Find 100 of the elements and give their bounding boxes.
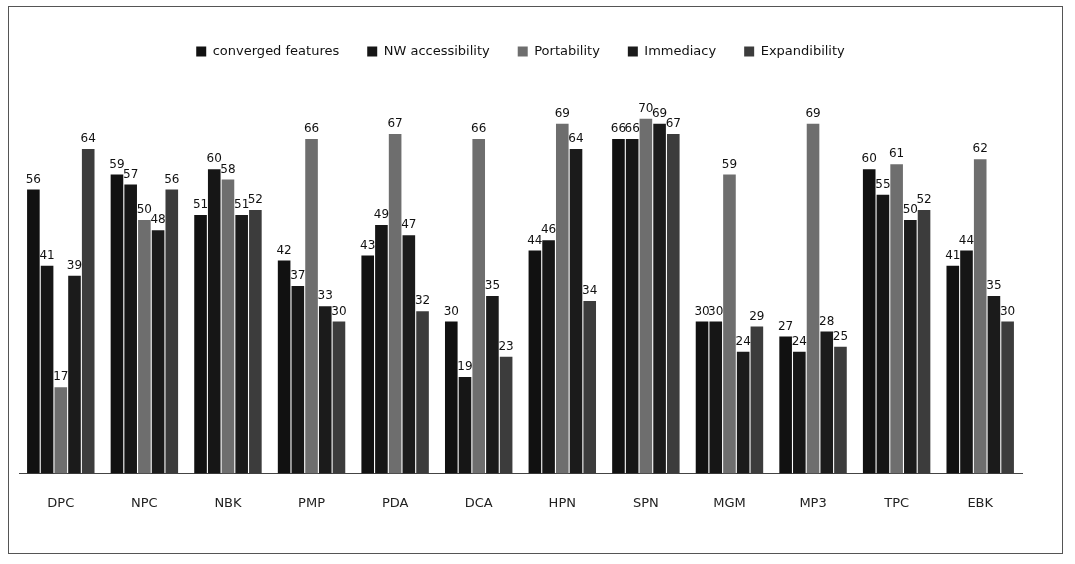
data-label: 62	[972, 141, 988, 156]
bar	[653, 123, 666, 474]
bar	[472, 138, 486, 474]
data-label: 44	[527, 232, 543, 247]
legend-label: Immediacy	[644, 42, 717, 58]
data-label: 39	[66, 257, 83, 272]
data-label: 35	[484, 278, 501, 293]
bar	[486, 296, 499, 474]
bar	[555, 123, 569, 474]
x-tick-label: NBK	[214, 494, 243, 510]
x-tick-label: NPC	[131, 494, 158, 510]
data-label: 35	[986, 278, 1002, 293]
bar	[820, 331, 834, 474]
data-label: 51	[192, 197, 209, 212]
data-label: 70	[638, 100, 654, 115]
data-label: 59	[109, 156, 125, 171]
bar	[221, 179, 235, 474]
legend-label: NW accessibility	[383, 42, 491, 58]
bar	[54, 387, 68, 474]
data-label: 64	[80, 131, 96, 146]
data-label: 43	[360, 237, 376, 252]
x-tick-label: PMP	[298, 494, 326, 510]
data-label: 44	[958, 232, 975, 247]
data-label: 19	[457, 359, 473, 374]
bar	[305, 138, 318, 474]
data-label: 23	[498, 338, 514, 353]
data-label: 30	[999, 303, 1016, 318]
data-label: 28	[819, 313, 835, 328]
bar	[890, 164, 903, 474]
data-label: 24	[791, 333, 807, 348]
legend-label: Portability	[534, 42, 601, 58]
data-label: 32	[414, 293, 431, 308]
data-label: 47	[401, 217, 417, 232]
data-label: 59	[721, 156, 738, 171]
bar	[68, 275, 81, 474]
data-label: 69	[805, 105, 821, 120]
x-tick-label: MP3	[799, 494, 827, 510]
data-label: 52	[247, 192, 264, 207]
data-label: 41	[39, 247, 55, 262]
data-label: 17	[53, 369, 69, 384]
data-label: 49	[373, 207, 390, 222]
x-tick-label: PDA	[381, 494, 409, 510]
x-tick-label: SPN	[632, 494, 659, 510]
x-tick-label: DCA	[464, 494, 493, 510]
x-tick-label: MGM	[713, 494, 746, 510]
data-label: 57	[123, 166, 139, 181]
bar	[151, 230, 165, 474]
data-label: 69	[554, 105, 570, 120]
bar	[388, 133, 402, 474]
data-label: 66	[624, 121, 640, 136]
x-tick-label: DPC	[47, 494, 75, 510]
x-tick-label: HPN	[548, 494, 576, 510]
bar	[291, 285, 305, 474]
data-label: 58	[220, 161, 236, 176]
data-label: 30	[708, 303, 724, 318]
data-label: 27	[777, 318, 794, 333]
bar	[235, 214, 248, 474]
bar	[318, 306, 332, 474]
x-tick-label: EBK	[967, 494, 994, 510]
bar	[138, 220, 151, 474]
data-label: 56	[25, 171, 42, 186]
data-label: 55	[875, 176, 891, 191]
data-label: 37	[290, 268, 306, 283]
bar	[904, 220, 917, 474]
data-label: 30	[331, 303, 347, 318]
data-label: 29	[749, 308, 765, 323]
data-label: 52	[916, 192, 932, 207]
bar	[723, 174, 736, 474]
data-label: 60	[206, 151, 222, 166]
bar	[736, 351, 750, 474]
bar	[277, 260, 291, 474]
data-label: 66	[303, 121, 320, 136]
data-label: 42	[276, 242, 292, 257]
bar	[402, 235, 416, 474]
data-label: 66	[471, 121, 487, 136]
data-label: 48	[150, 212, 166, 227]
data-label: 51	[234, 197, 250, 212]
bar	[806, 123, 820, 474]
data-label: 30	[694, 303, 710, 318]
data-label: 56	[164, 171, 180, 186]
data-label: 66	[610, 121, 627, 136]
data-label: 24	[735, 333, 751, 348]
bar	[987, 296, 1001, 474]
bar	[569, 149, 583, 474]
legend-label: converged features	[212, 42, 340, 58]
data-label: 30	[443, 303, 459, 318]
data-label: 41	[945, 247, 961, 262]
data-label: 60	[861, 151, 877, 166]
data-label: 50	[136, 202, 153, 217]
legend-label: Expandibility	[760, 42, 846, 58]
data-label: 25	[832, 328, 849, 343]
bar	[973, 159, 987, 474]
data-label: 34	[582, 283, 598, 298]
data-label: 67	[665, 116, 681, 130]
data-label: 46	[540, 222, 557, 237]
data-label: 50	[902, 202, 918, 217]
data-label: 67	[387, 116, 403, 130]
x-tick-label: TPC	[883, 494, 910, 510]
data-label: 33	[317, 288, 333, 303]
bar	[639, 118, 653, 474]
